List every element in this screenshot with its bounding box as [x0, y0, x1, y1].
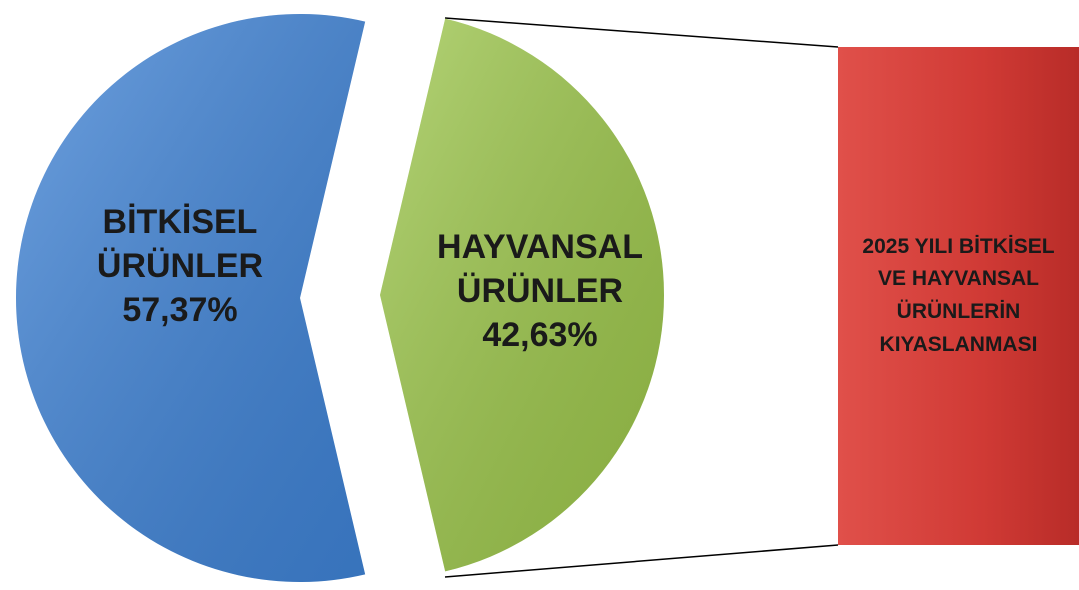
value-label: 42,63%	[482, 316, 598, 355]
category-label: BİTKİSEL ÜRÜNLER	[96, 203, 264, 286]
connector	[444, 544, 839, 578]
title-box: 2025 YILI BİTKİSEL VE HAYVANSAL ÜRÜNLERİ…	[838, 47, 1079, 545]
slice-shade	[16, 13, 366, 582]
value-label: 57,37%	[122, 291, 238, 330]
slice-label: HAYVANSAL ÜRÜNLER 42,63%	[415, 225, 665, 358]
connector	[444, 17, 839, 48]
slice-label: BİTKİSEL ÜRÜNLER 57,37%	[65, 200, 295, 333]
slice-shade	[380, 18, 664, 572]
category-label: HAYVANSAL ÜRÜNLER	[437, 228, 643, 311]
chart-title: 2025 YILI BİTKİSEL VE HAYVANSAL ÜRÜNLERİ…	[862, 234, 1055, 356]
